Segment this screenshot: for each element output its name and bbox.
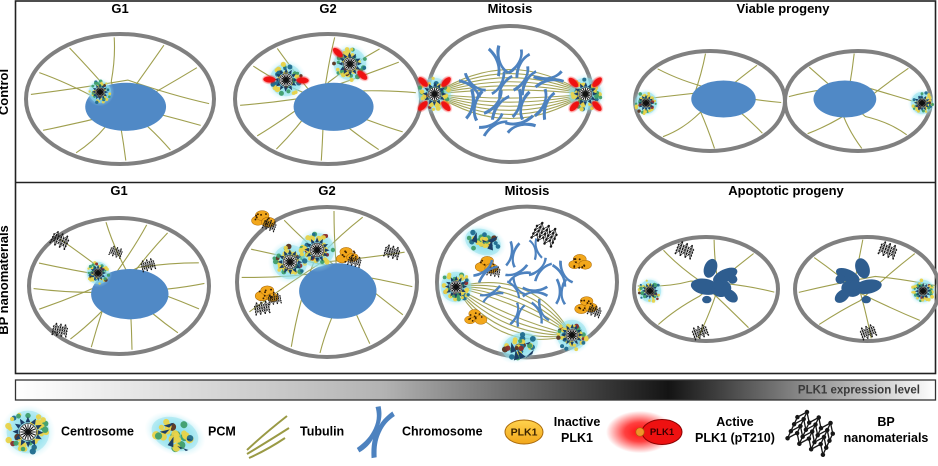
svg-text:PLK1 (pT210): PLK1 (pT210) <box>695 431 775 445</box>
svg-text:Inactive: Inactive <box>554 415 601 429</box>
svg-text:Chromosome: Chromosome <box>402 425 483 439</box>
svg-text:Mitosis: Mitosis <box>488 1 533 16</box>
svg-text:PLK1 expression level: PLK1 expression level <box>798 385 920 397</box>
svg-text:Tubulin: Tubulin <box>300 425 344 439</box>
svg-text:G2: G2 <box>318 183 335 198</box>
svg-text:Centrosome: Centrosome <box>61 425 134 439</box>
svg-text:G1: G1 <box>110 183 127 198</box>
svg-text:Control: Control <box>0 69 11 115</box>
svg-text:G2: G2 <box>319 1 336 16</box>
svg-text:PLK1: PLK1 <box>650 427 675 438</box>
svg-text:PLK1: PLK1 <box>561 431 593 445</box>
svg-text:G1: G1 <box>111 1 128 16</box>
svg-text:BP nanomaterials: BP nanomaterials <box>0 225 11 335</box>
svg-text:Mitosis: Mitosis <box>505 183 550 198</box>
svg-text:Apoptotic progeny: Apoptotic progeny <box>728 183 844 198</box>
svg-text:PLK1: PLK1 <box>511 427 538 439</box>
svg-text:nanomaterials: nanomaterials <box>844 431 929 445</box>
svg-text:BP: BP <box>877 415 894 429</box>
svg-text:Viable progeny: Viable progeny <box>737 1 831 16</box>
svg-text:PCM: PCM <box>208 425 236 439</box>
svg-text:Active: Active <box>716 415 754 429</box>
